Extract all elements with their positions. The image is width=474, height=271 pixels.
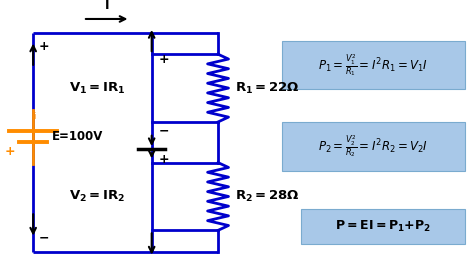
Text: +: +: [159, 153, 169, 166]
Text: $P_1=\frac{V_1^2}{R_1}=I^2R_1=V_1I$: $P_1=\frac{V_1^2}{R_1}=I^2R_1=V_1I$: [318, 52, 428, 78]
Text: $\mathbf{R_2{=}28\Omega}$: $\mathbf{R_2{=}28\Omega}$: [235, 189, 300, 204]
Bar: [282, 41, 465, 89]
Text: $P_2=\frac{V_2^2}{R_2}=I^2R_2=V_2I$: $P_2=\frac{V_2^2}{R_2}=I^2R_2=V_2I$: [318, 133, 428, 159]
Text: I: I: [104, 0, 109, 12]
Text: i: i: [33, 112, 36, 121]
Text: +: +: [159, 53, 169, 66]
Text: −: −: [159, 125, 169, 138]
Bar: [282, 122, 465, 171]
Text: $\mathbf{P{=}EI{=}P_1{+}P_2}$: $\mathbf{P{=}EI{=}P_1{+}P_2}$: [335, 219, 431, 234]
Bar: [301, 209, 465, 244]
Text: $\mathbf{V_2{=}IR_2}$: $\mathbf{V_2{=}IR_2}$: [69, 189, 125, 204]
Text: $\mathbf{R_1{=}22\Omega}$: $\mathbf{R_1{=}22\Omega}$: [235, 80, 300, 96]
Text: +: +: [39, 40, 49, 53]
Text: +: +: [5, 145, 16, 158]
Text: −: −: [39, 232, 49, 245]
Text: E=100V: E=100V: [52, 130, 103, 143]
Text: $\mathbf{V_1{=}IR_1}$: $\mathbf{V_1{=}IR_1}$: [69, 80, 126, 96]
